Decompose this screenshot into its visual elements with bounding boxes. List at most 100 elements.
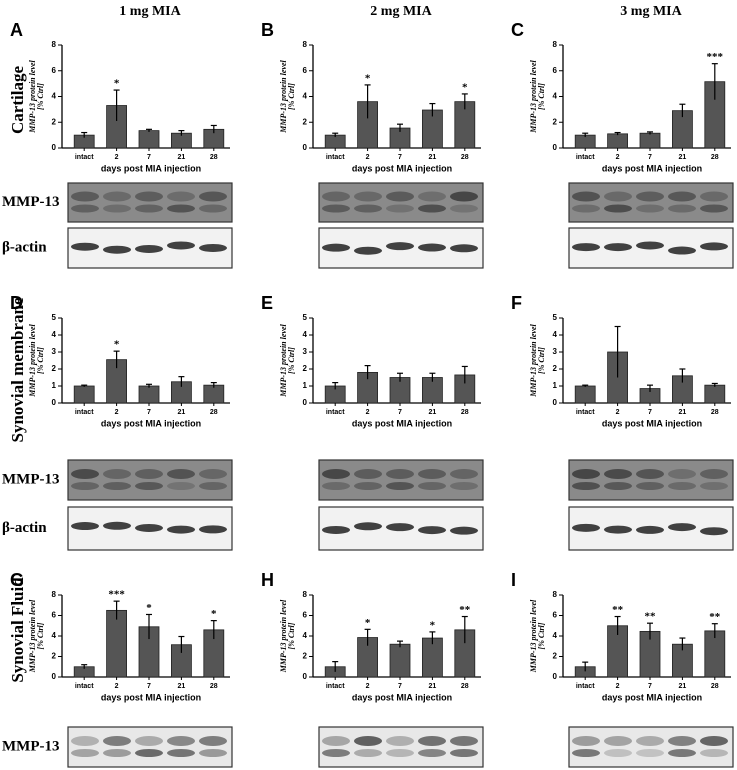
- blot-band: [322, 525, 350, 534]
- x-tick-label: 2: [366, 154, 370, 161]
- y-tick-label: 0: [52, 398, 57, 407]
- x-tick-label: 21: [178, 683, 186, 690]
- significance-label: *: [114, 339, 120, 351]
- x-axis-label: days post MIA injection: [352, 418, 452, 428]
- y-tick-label: 5: [52, 313, 57, 322]
- significance-label: *: [462, 81, 468, 93]
- bar: [106, 609, 127, 678]
- blot-band: [135, 523, 163, 532]
- significance-label: *: [365, 72, 371, 84]
- error-bar: [81, 664, 88, 669]
- blot-band: [71, 736, 99, 746]
- blot-band: [418, 469, 446, 479]
- x-tick-label: intact: [326, 683, 345, 690]
- x-tick-label: 2: [115, 154, 119, 161]
- panel-letter: E: [261, 293, 273, 313]
- blot-frame: [318, 182, 484, 223]
- y-tick-label: 2: [303, 652, 308, 661]
- blot-band: [135, 191, 163, 202]
- column-title: 3 mg MIA: [620, 4, 682, 19]
- blot-label: β-actin: [2, 239, 47, 255]
- x-axis-label: days post MIA injection: [101, 418, 201, 428]
- y-tick-label: 6: [52, 66, 57, 75]
- error-bar: [679, 368, 686, 383]
- error-bar: [146, 383, 152, 388]
- blot-band: [668, 191, 696, 202]
- y-tick-label: 0: [52, 672, 57, 681]
- y-tick-label: 0: [52, 143, 57, 152]
- error-bar: [647, 131, 653, 135]
- blot-band: [450, 244, 478, 253]
- x-tick-label: 2: [366, 683, 370, 690]
- y-tick-label: 6: [553, 611, 558, 620]
- panel-letter: F: [511, 293, 522, 313]
- error-bar: [397, 372, 403, 382]
- blot-band: [604, 482, 632, 490]
- error-bar: [582, 661, 589, 672]
- x-tick-label: 7: [398, 409, 402, 416]
- x-tick-label: 7: [648, 409, 652, 416]
- blot-band: [135, 749, 163, 757]
- y-tick-label: 5: [303, 313, 308, 322]
- error-bar: [461, 365, 468, 384]
- blot-band: [71, 242, 99, 251]
- blot-label: β-actin: [2, 520, 47, 536]
- y-tick-label: 2: [52, 117, 57, 126]
- blot-band: [167, 204, 195, 213]
- blot-band: [322, 749, 350, 757]
- blot-band: [668, 469, 696, 479]
- blot-band: [636, 525, 664, 534]
- blot-frame: [568, 459, 734, 501]
- blot-band: [668, 246, 696, 255]
- blot-band: [322, 191, 350, 202]
- blot-band: [418, 482, 446, 490]
- row-title: Synovial Fluid: [8, 577, 27, 683]
- blot-band: [103, 245, 131, 254]
- blot-band: [604, 191, 632, 202]
- error-bar: [178, 635, 185, 653]
- bar: [389, 643, 411, 678]
- y-axis-label: MMP-13 protein level: [279, 599, 288, 673]
- blot-band: [71, 191, 99, 202]
- significance-label: **: [709, 611, 721, 623]
- blot-band: [572, 523, 600, 532]
- blot-band: [572, 191, 600, 202]
- x-tick-label: 28: [711, 683, 719, 690]
- blot-band: [322, 482, 350, 490]
- blot-band: [668, 749, 696, 757]
- blot-band: [322, 469, 350, 479]
- error-bar: [711, 63, 718, 100]
- blot-band: [386, 242, 414, 251]
- y-tick-label: 2: [52, 364, 57, 373]
- blot-band: [386, 469, 414, 479]
- significance-label: *: [114, 78, 120, 90]
- blot-band: [167, 525, 195, 534]
- blot-band: [199, 191, 227, 202]
- blot-band: [668, 523, 696, 532]
- error-bar: [210, 382, 217, 388]
- blot-band: [386, 204, 414, 213]
- y-tick-label: 6: [303, 611, 308, 620]
- y-axis-label: [% Ctrl]: [287, 622, 296, 649]
- x-tick-label: 2: [366, 409, 370, 416]
- blot-band: [199, 243, 227, 252]
- y-tick-label: 6: [52, 611, 57, 620]
- blot-band: [700, 482, 728, 490]
- y-tick-label: 2: [553, 652, 558, 661]
- blot-band: [167, 241, 195, 250]
- blot-band: [418, 736, 446, 746]
- y-axis-label: [% Ctrl]: [36, 347, 45, 374]
- error-bar: [332, 661, 339, 672]
- blot-band: [700, 469, 728, 479]
- blot-band: [199, 469, 227, 479]
- blot-frame: [318, 726, 484, 768]
- x-tick-label: 21: [429, 154, 437, 161]
- error-bar: [81, 384, 88, 387]
- error-bar: [113, 89, 120, 121]
- x-tick-label: 2: [115, 409, 119, 416]
- error-bar: [113, 600, 120, 620]
- x-tick-label: intact: [75, 409, 94, 416]
- bar: [574, 385, 596, 404]
- row-title: Cartilage: [8, 66, 27, 134]
- y-tick-label: 8: [553, 40, 558, 49]
